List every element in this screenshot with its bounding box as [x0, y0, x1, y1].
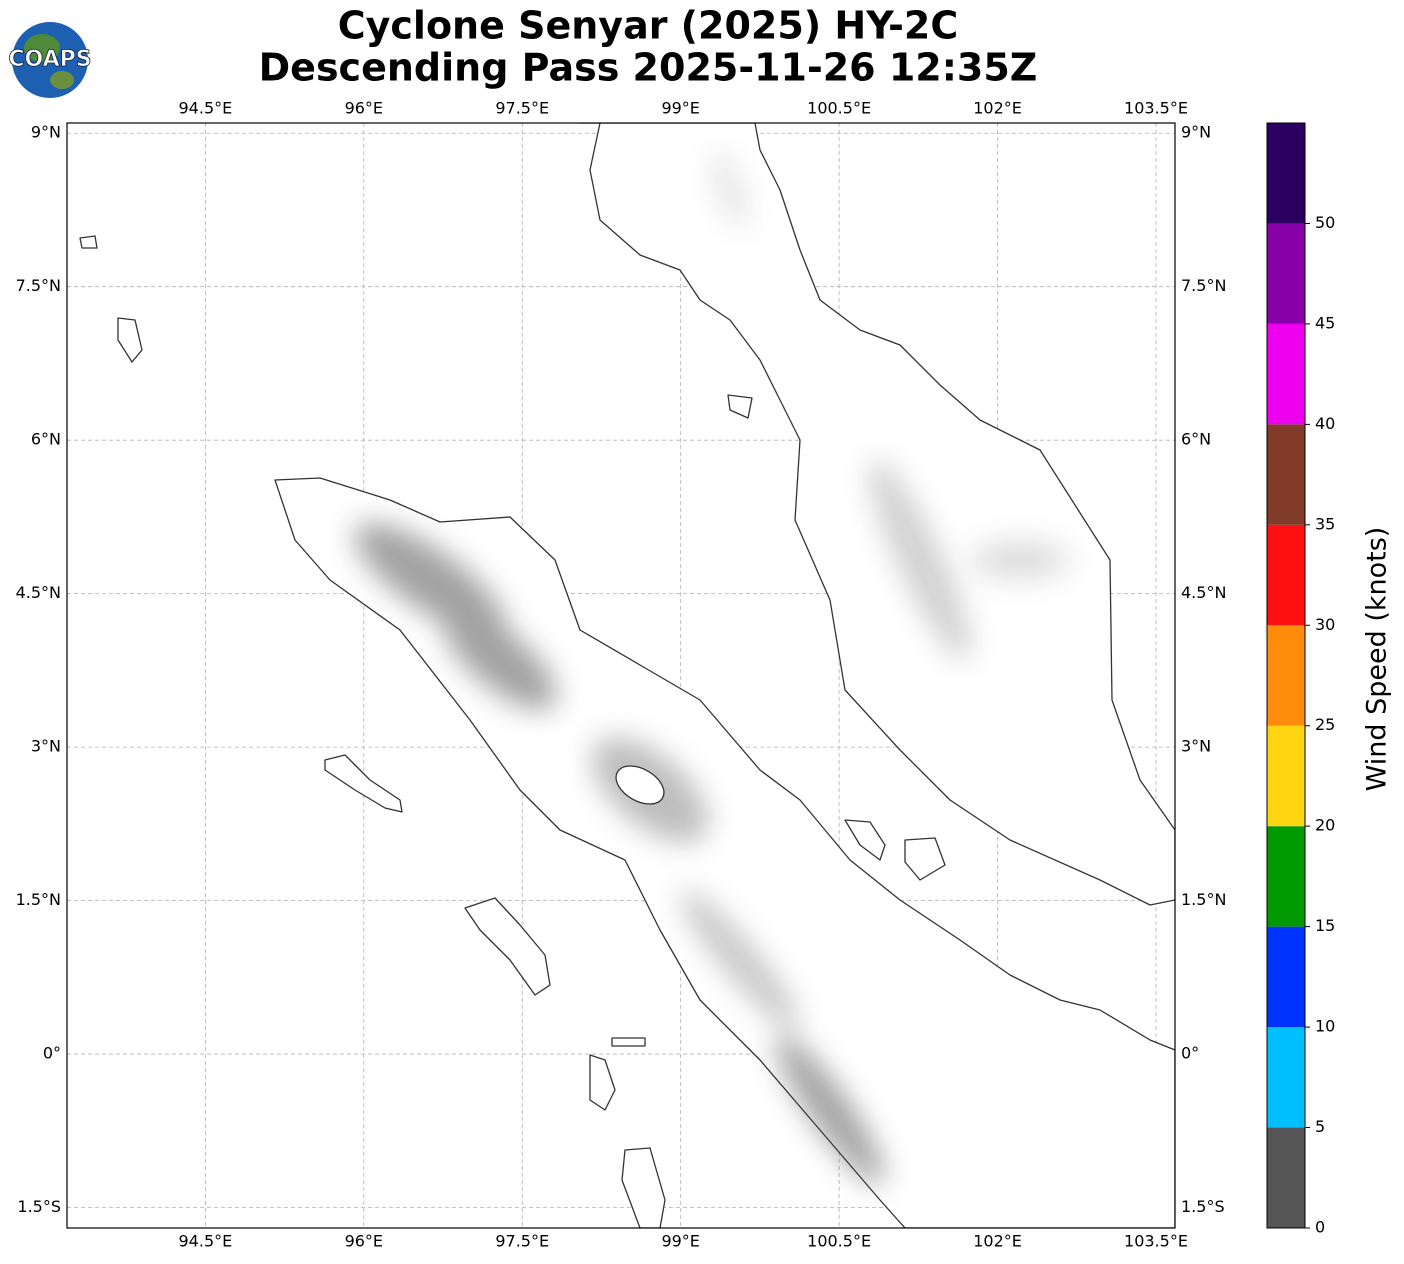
colorbar-tick-label: 30: [1315, 615, 1335, 634]
island: [464, 897, 551, 996]
y-tick-label: 0°: [43, 1044, 61, 1063]
x-tick-label: 103.5°E: [1124, 1232, 1188, 1251]
island: [589, 1054, 616, 1111]
y-tick-label: 1.5°S: [17, 1197, 61, 1216]
x-tick-label: 100.5°E: [807, 1232, 871, 1251]
island: [621, 1147, 666, 1228]
malay-peninsula: [579, 123, 1175, 906]
y-tick-label: 1.5°S: [1181, 1197, 1225, 1216]
y-tick-label: 3°N: [1181, 737, 1211, 756]
y-tick-label: 7.5°N: [1181, 276, 1226, 295]
colorbar-tick-label: 35: [1315, 514, 1335, 533]
island: [727, 394, 753, 419]
colorbar-segment: [1267, 926, 1305, 1028]
colorbar-segment: [1267, 1027, 1305, 1128]
logo: COAPS: [8, 22, 92, 98]
y-tick-label: 1.5°N: [16, 890, 61, 909]
colorbar-tick-label: 15: [1315, 916, 1335, 935]
colorbar-frame: [1266, 122, 1306, 1229]
x-tick-label: 100.5°E: [807, 99, 871, 118]
x-tick-label: 94.5°E: [179, 1232, 233, 1251]
colorbar-segment: [1267, 826, 1305, 927]
y-tick-label: 6°N: [31, 430, 61, 449]
y-tick-label: 0°: [1181, 1044, 1199, 1063]
colorbar-segment: [1267, 424, 1305, 525]
colorbar-label: Wind Speed (knots): [1362, 527, 1393, 792]
colorbar-segment: [1267, 625, 1305, 726]
x-tick-label: 97.5°E: [495, 1232, 549, 1251]
x-tick-label: 97.5°E: [495, 99, 549, 118]
island: [844, 819, 886, 861]
colorbar-tick-label: 5: [1315, 1117, 1325, 1136]
x-tick-label: 99°E: [661, 99, 699, 118]
colorbar-segment: [1267, 524, 1305, 626]
y-tick-label: 9°N: [1181, 123, 1211, 142]
colorbar-segment: [1267, 725, 1305, 827]
colorbar-segment: [1267, 323, 1305, 425]
terrain-shading: [354, 152, 1070, 1185]
island: [117, 317, 143, 363]
island: [904, 837, 946, 881]
y-tick-label: 9°N: [31, 123, 61, 142]
island: [324, 754, 403, 813]
colorbar-tick-label: 0: [1315, 1218, 1325, 1237]
y-tick-label: 7.5°N: [16, 276, 61, 295]
y-tick-label: 1.5°N: [1181, 890, 1226, 909]
island: [611, 1037, 646, 1047]
logo-text: COAPS: [8, 47, 91, 72]
x-tick-label: 102°E: [973, 1232, 1022, 1251]
colorbar-tick-label: 40: [1315, 414, 1335, 433]
colorbar-tick-label: 50: [1315, 213, 1335, 232]
colorbar-tick-label: 25: [1315, 715, 1335, 734]
y-tick-label: 4.5°N: [1181, 583, 1226, 602]
title-line: Descending Pass 2025-11-26 12:35Z: [259, 46, 1038, 90]
colorbar-segment: [1267, 123, 1305, 224]
colorbar-tick-label: 10: [1315, 1017, 1335, 1036]
colorbar-tick-label: 20: [1315, 816, 1335, 835]
x-tick-label: 94.5°E: [179, 99, 233, 118]
colorbar-segment: [1267, 1127, 1305, 1228]
x-tick-label: 102°E: [973, 99, 1022, 118]
x-tick-label: 103.5°E: [1124, 99, 1188, 118]
x-tick-label: 96°E: [345, 1232, 383, 1251]
colorbar-segment: [1267, 223, 1305, 324]
x-tick-label: 96°E: [345, 99, 383, 118]
y-tick-label: 6°N: [1181, 430, 1211, 449]
y-tick-label: 4.5°N: [16, 583, 61, 602]
x-tick-label: 99°E: [661, 1232, 699, 1251]
island: [79, 235, 98, 249]
map-frame: [66, 122, 1176, 1229]
colorbar-tick-label: 45: [1315, 313, 1335, 332]
lake-toba: [615, 765, 665, 805]
map-area: [67, 123, 1175, 1228]
y-tick-label: 3°N: [31, 737, 61, 756]
title-line: Cyclone Senyar (2025) HY-2C: [338, 4, 959, 48]
